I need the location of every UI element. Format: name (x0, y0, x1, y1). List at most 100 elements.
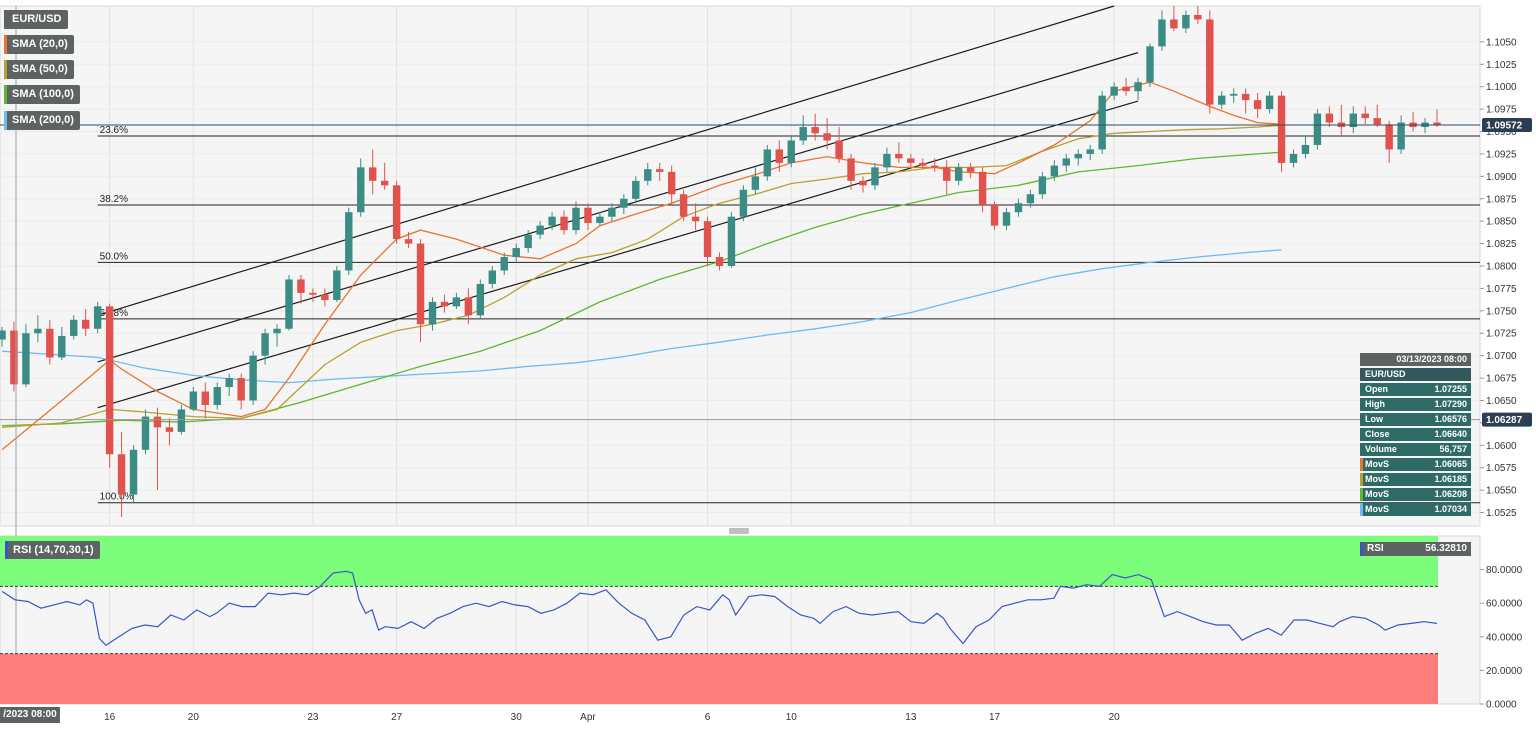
candle (70, 315, 78, 340)
candle-body (1206, 19, 1214, 105)
candle-body (667, 171, 676, 195)
legend-sma50[interactable]: SMA (50,0) (4, 60, 74, 79)
candle-body (357, 167, 365, 213)
info-row-value: 1.06208 (1434, 489, 1467, 499)
candle (1253, 92, 1262, 119)
price-tick-label: 1.0875 (1486, 194, 1517, 205)
candle (1433, 109, 1441, 128)
candle-body (524, 234, 532, 249)
info-row-label: MovS (1365, 459, 1390, 469)
candle (1313, 109, 1322, 150)
candle (847, 153, 855, 190)
candle-body (943, 167, 951, 181)
price-tick-label: 1.0750 (1486, 306, 1517, 317)
price-tick-label: 1.0525 (1486, 508, 1517, 519)
candle (380, 162, 389, 190)
candle-body (1158, 19, 1166, 47)
candle (357, 158, 365, 217)
info-row-value: 1.06185 (1434, 474, 1467, 484)
candle-body (1134, 82, 1142, 92)
legend-sma20[interactable]: SMA (20,0) (4, 35, 74, 54)
candle-body (333, 270, 341, 301)
candle (237, 373, 245, 410)
candle (1194, 6, 1202, 24)
candle (1014, 198, 1023, 217)
candle (1218, 91, 1226, 110)
candle-body (1050, 165, 1059, 177)
candle (931, 158, 939, 172)
price-tick-label: 1.0600 (1486, 441, 1517, 452)
time-axis-label: Apr (580, 712, 596, 723)
time-axis-label: 20 (188, 712, 200, 723)
legend-sma100[interactable]: SMA (100,0) (4, 85, 80, 104)
legend-symbol[interactable]: EUR/USD (4, 10, 68, 29)
info-rows: Open 1.07255 High 1.07290 Low 1.06576 Close 1.0… (1360, 383, 1471, 516)
info-row-value: 1.06640 (1434, 429, 1467, 439)
candle-body (476, 283, 485, 316)
candle-body (931, 165, 939, 168)
info-symbol: EUR/USD (1360, 368, 1471, 381)
candle-body (811, 127, 819, 134)
candle (1038, 171, 1047, 199)
candle-body (213, 387, 221, 405)
candle-body (1301, 144, 1310, 154)
candle-body (978, 171, 987, 206)
candle (584, 203, 592, 231)
price-tick-label: 1.0850 (1486, 217, 1517, 228)
candle-body (93, 306, 102, 329)
candle-body (321, 294, 329, 301)
candle-body (895, 153, 903, 159)
candle-body (823, 133, 831, 141)
channel-line (97, 100, 1139, 409)
candle-body (440, 301, 449, 307)
time-axis-label: 17 (989, 712, 1001, 723)
candle (656, 162, 664, 181)
candle (775, 140, 783, 172)
cursor-time-badge: /2023 08:00 (0, 707, 60, 723)
candle-body (679, 194, 688, 217)
candle (907, 153, 915, 168)
info-row-swatch (1360, 458, 1363, 471)
candle-body (1194, 14, 1202, 20)
rsi-value-label: RSI (1367, 543, 1384, 554)
candle (153, 407, 162, 491)
info-timestamp: 03/13/2023 08:00 (1360, 353, 1471, 366)
candle (954, 162, 963, 186)
time-axis-label: 20 (1109, 712, 1121, 723)
candle-body (369, 167, 377, 181)
candle-body (1038, 176, 1047, 195)
candle (751, 167, 760, 195)
legend-sma200[interactable]: SMA (200,0) (4, 111, 80, 130)
candle-body (691, 216, 700, 222)
candle-body (560, 216, 568, 231)
candle-body (883, 153, 891, 168)
candle (297, 274, 305, 304)
candle-body (297, 279, 305, 293)
candle-body (871, 167, 879, 186)
candle-body (201, 391, 209, 405)
candle (1134, 77, 1142, 101)
candle-body (751, 176, 760, 190)
price-tick-label: 1.0825 (1486, 239, 1517, 250)
candle-body (285, 279, 293, 329)
price-tick-label: 1.0725 (1486, 329, 1517, 340)
candle-body (249, 355, 257, 401)
candle-body (261, 333, 269, 356)
rsi-legend[interactable]: RSI (14,70,30,1) (5, 541, 100, 559)
legend-sma200-swatch (4, 111, 7, 130)
candle (787, 136, 795, 168)
candle (715, 252, 724, 271)
candle (1277, 91, 1286, 172)
candle (22, 324, 30, 388)
price-tick-label: 1.0575 (1486, 463, 1517, 474)
candle-body (189, 391, 198, 410)
candle-body (620, 198, 628, 208)
candle-body (380, 180, 389, 186)
candle (859, 176, 867, 193)
info-row-open: Open 1.07255 (1360, 383, 1471, 396)
candle (1230, 88, 1238, 103)
candle (309, 288, 317, 302)
price-tick-label: 1.0700 (1486, 351, 1517, 362)
